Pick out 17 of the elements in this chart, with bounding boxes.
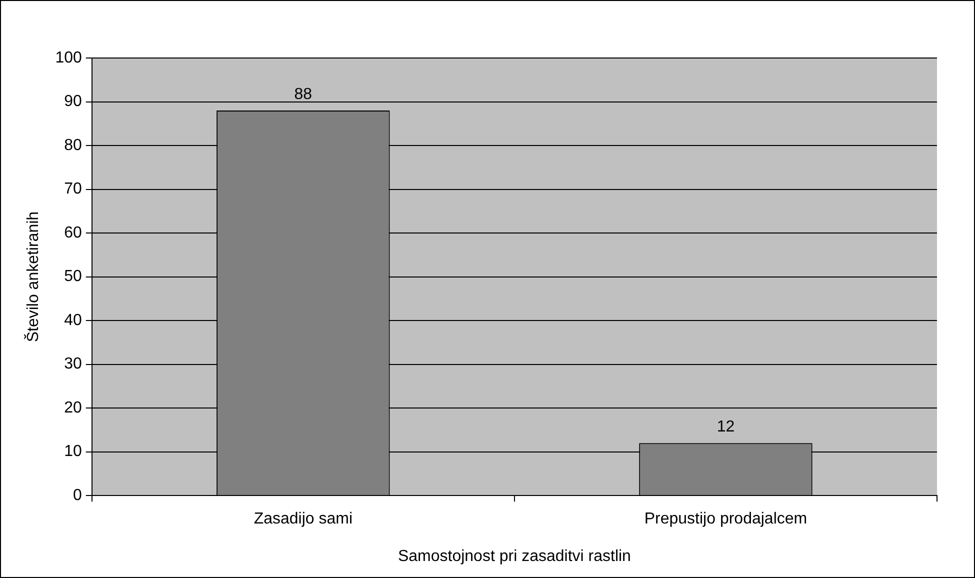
y-tick-label: 20 [64, 399, 82, 416]
y-tick-label: 0 [72, 487, 82, 504]
y-tick-label: 70 [64, 180, 82, 198]
y-tick-label: 30 [64, 356, 82, 373]
y-tick-label: 90 [64, 93, 82, 110]
data-label: 12 [716, 418, 735, 436]
x-tick-label: Prepustijo prodajalcem [644, 510, 808, 528]
data-label: 88 [294, 86, 312, 103]
y-tick-label: 100 [55, 49, 82, 66]
y-tick-label: 50 [64, 268, 82, 286]
y-tick-label: 60 [64, 224, 82, 242]
x-tick-label: Zasadijo sami [254, 510, 353, 528]
y-axis-title: Število anketiranih [24, 211, 42, 342]
x-axis-title: Samostojnost pri zasaditvi rastlin [398, 548, 631, 565]
y-tick-label: 40 [64, 312, 82, 329]
y-tick-label: 10 [64, 443, 82, 460]
y-tick-label: 80 [64, 136, 82, 154]
